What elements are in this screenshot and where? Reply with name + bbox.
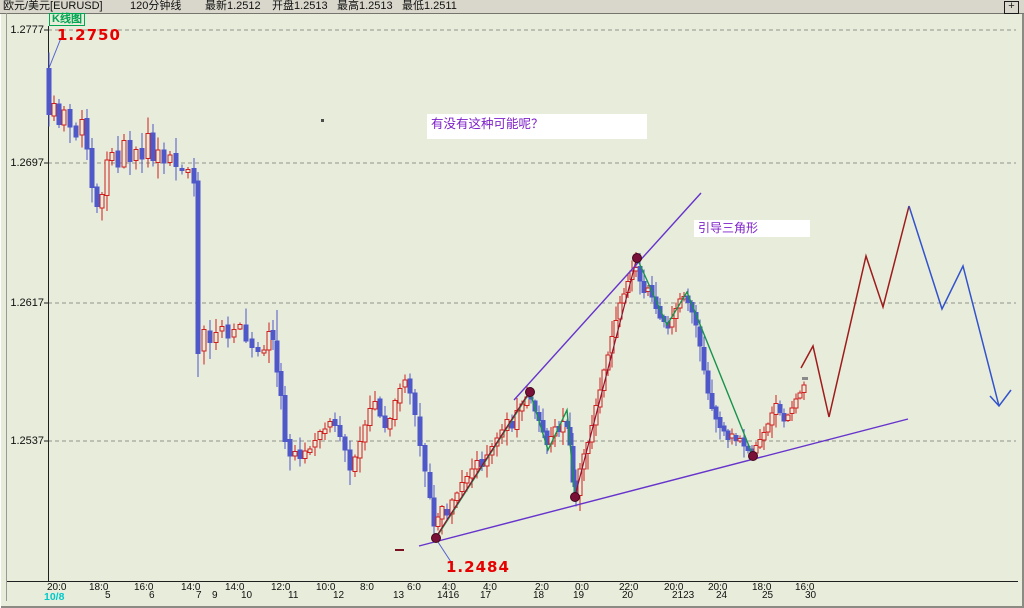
x-axis-time-tick: 20:0	[708, 582, 728, 593]
quote-low: 最低1.2511	[402, 0, 457, 12]
x-axis-time-tick: 0:0	[575, 582, 589, 593]
y-axis-tick: 1.2777	[10, 24, 44, 36]
x-axis-time-tick: 8:0	[360, 582, 374, 593]
x-axis-time-tick: 6:0	[407, 582, 421, 593]
x-axis-time-tick: 18:0	[752, 582, 772, 593]
x-axis-date-tick: 17	[480, 590, 492, 601]
x-axis-date-tick: 25	[762, 590, 774, 601]
annotation-triangle[interactable]: 引导三角形	[694, 220, 810, 237]
x-axis-date-tick: 10	[241, 590, 253, 601]
window-left-edge	[6, 13, 7, 601]
status-date: 10/8	[44, 591, 65, 603]
x-axis-time-tick: 14:0	[181, 582, 201, 593]
x-axis-time-tick: 2:0	[535, 582, 549, 593]
y-axis-tick: 1.2617	[10, 297, 44, 309]
title-bar: 欧元/美元[EURUSD] 120分钟线 最新1.2512 开盘1.2513 最…	[0, 0, 1024, 14]
cursor-dot	[321, 119, 324, 122]
x-axis-time-tick: 22:0	[619, 582, 639, 593]
x-axis-time-tick: 4:0	[442, 582, 456, 593]
swing-low-price-label: 1.2484	[446, 558, 510, 576]
x-axis-time-tick: 14:0	[225, 582, 245, 593]
x-axis-date-tick: 2123	[672, 590, 695, 601]
x-axis-date-tick: 24	[716, 590, 728, 601]
x-axis-time-tick: 16:0	[795, 582, 815, 593]
y-axis-tick: 1.2697	[10, 157, 44, 169]
quote-high: 最高1.2513	[337, 0, 393, 12]
x-axis-time-tick: 18:0	[89, 582, 109, 593]
quote-open: 开盘1.2513	[272, 0, 328, 12]
x-axis-time-tick: 12:0	[271, 582, 291, 593]
x-axis-time-tick: 20:0	[664, 582, 684, 593]
x-axis-time-tick: 16:0	[134, 582, 154, 593]
y-axis-tick: 1.2537	[10, 435, 44, 447]
x-axis-date-tick: 1416	[437, 590, 460, 601]
x-axis-date-tick: 20	[622, 590, 634, 601]
x-axis-date-tick: 7	[196, 590, 202, 601]
x-axis-date-tick: 19	[573, 590, 585, 601]
x-axis-time-tick: 4:0	[483, 582, 497, 593]
x-axis-date-tick: 9	[212, 590, 218, 601]
x-axis-date-tick: 11	[288, 590, 299, 601]
x-axis-time-tick: 10:0	[316, 582, 336, 593]
expand-icon[interactable]: +	[1004, 1, 1019, 14]
x-axis-time-tick: 20:0	[47, 582, 67, 593]
x-axis-date-tick: 6	[149, 590, 155, 601]
period-label: 120分钟线	[130, 0, 182, 12]
x-axis-date-tick: 12	[333, 590, 345, 601]
x-axis-date-tick: 30	[805, 590, 817, 601]
x-axis-date-tick: 13	[393, 590, 405, 601]
x-axis-date-tick: 18	[533, 590, 545, 601]
swing-high-price-label: 1.2750	[57, 26, 121, 44]
annotation-question[interactable]: 有没有这种可能呢？	[427, 114, 647, 139]
quote-last: 最新1.2512	[205, 0, 261, 12]
symbol-label: 欧元/美元[EURUSD]	[3, 0, 103, 12]
kline-type-badge: K线图	[49, 13, 85, 26]
x-axis-date-tick: 5	[105, 590, 111, 601]
